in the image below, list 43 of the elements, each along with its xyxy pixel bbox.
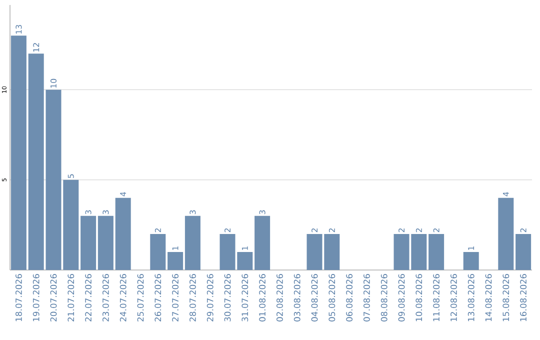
bar xyxy=(498,198,514,270)
bar xyxy=(10,36,26,270)
x-tick-label: 04.08.2026 xyxy=(311,274,318,322)
x-tick-label: 07.08.2026 xyxy=(364,274,370,322)
x-tick-label: 13.08.2026 xyxy=(468,274,474,322)
x-tick-label: 23.07.2026 xyxy=(102,274,109,322)
x-tick-label: 05.08.2026 xyxy=(328,274,336,322)
bar xyxy=(463,252,479,270)
x-tick-label: 22.07.2026 xyxy=(85,274,92,322)
x-tick-label: 11.08.2026 xyxy=(433,274,440,322)
x-tick-label: 06.08.2026 xyxy=(346,274,353,322)
x-tick-label: 29.07.2026 xyxy=(206,274,214,322)
bar xyxy=(168,252,184,270)
x-tick-label: 02.08.2026 xyxy=(276,274,283,322)
x-tick-label: 18.07.2026 xyxy=(16,274,22,322)
x-tick-label: 09.08.2026 xyxy=(398,274,405,322)
bar xyxy=(115,198,131,270)
x-tick-label: 12.08.2026 xyxy=(450,274,457,322)
x-tick-label: 28.07.2026 xyxy=(190,274,196,322)
bar xyxy=(428,234,444,270)
x-tick-label: 21.07.2026 xyxy=(68,274,74,322)
x-tick-label: 08.08.2026 xyxy=(380,274,388,322)
bar xyxy=(150,234,166,270)
x-tick-label: 20.07.2026 xyxy=(50,274,57,322)
x-tick-label: 01.08.2026 xyxy=(259,274,266,322)
bar xyxy=(80,216,96,270)
bar xyxy=(98,216,114,270)
x-tick-label: 03.08.2026 xyxy=(294,274,300,322)
x-tick-label: 27.07.2026 xyxy=(172,274,179,322)
x-tick-label: 19.07.2026 xyxy=(32,274,40,322)
x-tick-label: 15.08.2026 xyxy=(502,274,510,322)
x-tick-label: 16.08.2026 xyxy=(520,274,527,322)
x-tick-label: 26.07.2026 xyxy=(154,274,162,322)
bar xyxy=(28,54,44,270)
x-tick-label: 31.07.2026 xyxy=(242,274,248,322)
x-tick-label: 30.07.2026 xyxy=(224,274,231,322)
x-tick-label: 14.08.2026 xyxy=(485,274,492,322)
x-tick-label: 24.07.2026 xyxy=(120,274,126,322)
bar xyxy=(254,216,270,270)
bar xyxy=(516,234,532,270)
bar xyxy=(184,216,200,270)
x-tick-label: 25.07.2026 xyxy=(137,274,144,322)
x-tick-label: 10.08.2026 xyxy=(416,274,422,322)
